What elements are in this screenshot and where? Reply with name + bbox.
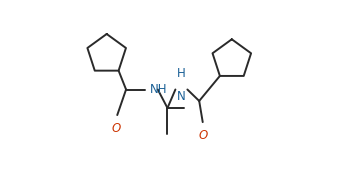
Text: H: H bbox=[177, 67, 186, 80]
Text: NH: NH bbox=[150, 83, 167, 96]
Text: O: O bbox=[198, 129, 207, 142]
Text: N: N bbox=[177, 90, 186, 103]
Text: O: O bbox=[112, 122, 121, 135]
